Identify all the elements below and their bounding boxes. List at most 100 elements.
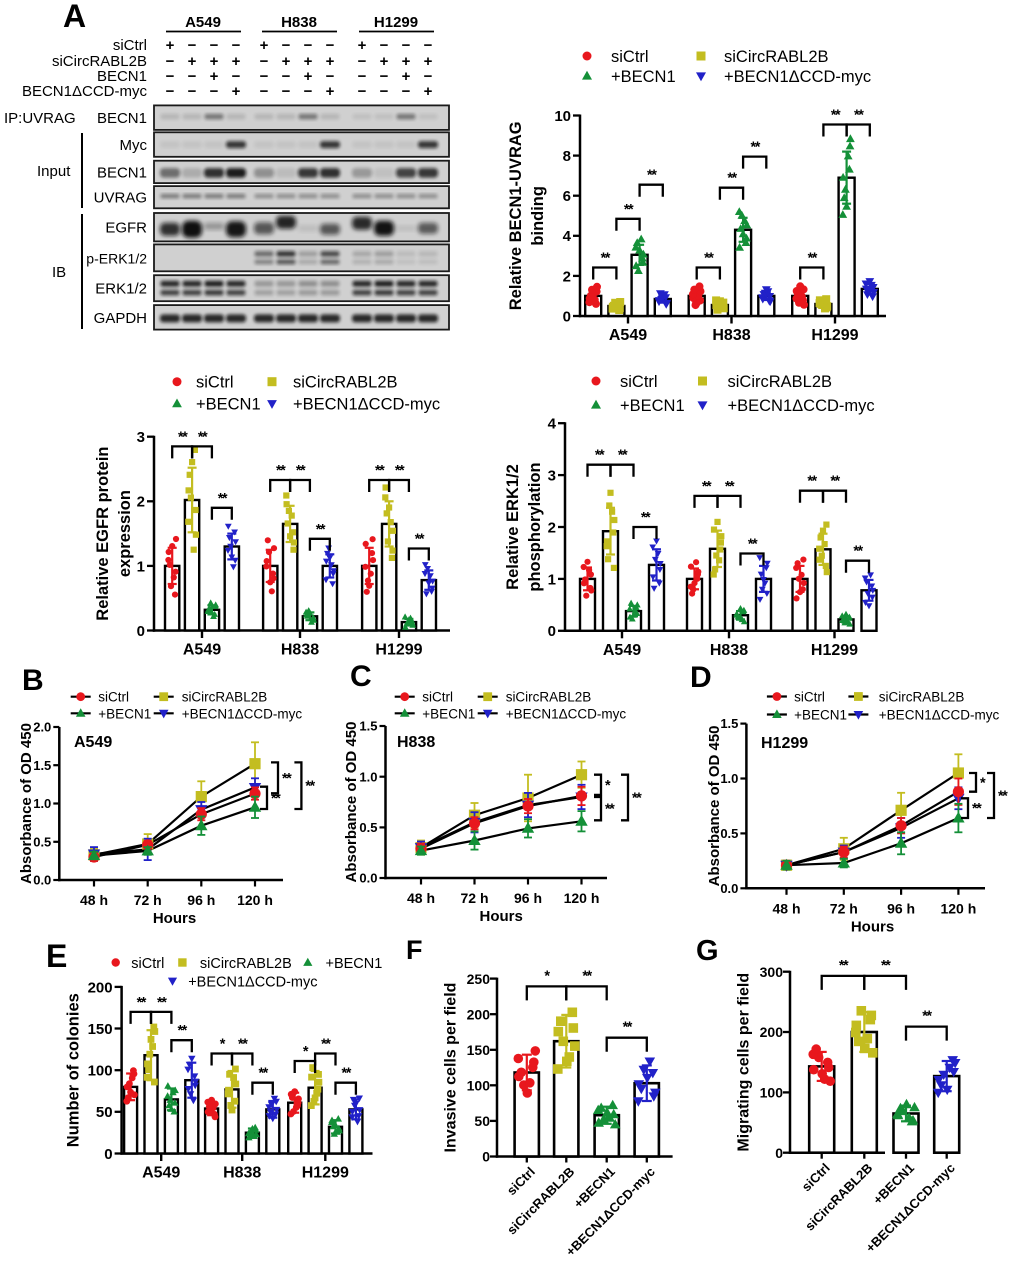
svg-text:Hours: Hours	[153, 910, 196, 927]
svg-text:Migrating cells per field: Migrating cells per field	[735, 973, 752, 1152]
svg-text:Relative ERK1/2: Relative ERK1/2	[504, 464, 522, 590]
svg-text:**: **	[316, 522, 326, 538]
svg-text:siCircRABL2B: siCircRABL2B	[879, 690, 965, 705]
svg-text:+BECN1ΔCCD-myc: +BECN1ΔCCD-myc	[724, 68, 871, 86]
svg-text:200: 200	[760, 1024, 784, 1040]
svg-text:−: −	[166, 53, 175, 70]
svg-text:D: D	[690, 661, 712, 694]
svg-text:EGFR: EGFR	[105, 220, 147, 237]
svg-text:**: **	[632, 791, 642, 807]
svg-text:p-ERK1/2: p-ERK1/2	[86, 250, 147, 266]
svg-text:**: **	[271, 791, 281, 807]
svg-text:−: −	[260, 83, 269, 100]
svg-text:+BECN1ΔCCD-myc: +BECN1ΔCCD-myc	[293, 396, 440, 414]
svg-text:96 h: 96 h	[887, 900, 915, 916]
svg-text:H838: H838	[223, 1165, 261, 1182]
svg-text:Number of colonies: Number of colonies	[64, 993, 82, 1147]
svg-text:**: **	[137, 995, 147, 1011]
svg-text:phosphorylation: phosphorylation	[526, 462, 544, 591]
svg-text:50: 50	[96, 1104, 113, 1121]
svg-text:1: 1	[137, 558, 145, 575]
svg-text:**: **	[748, 537, 758, 553]
svg-text:**: **	[854, 108, 864, 124]
svg-text:−: −	[282, 68, 291, 85]
svg-text:A549: A549	[609, 327, 647, 344]
svg-text:A549: A549	[74, 734, 112, 751]
svg-text:+: +	[232, 83, 241, 100]
svg-text:**: **	[321, 1037, 331, 1053]
svg-text:+: +	[424, 53, 433, 70]
svg-text:H1299: H1299	[302, 1165, 349, 1182]
svg-text:siCtrl: siCtrl	[794, 690, 825, 705]
svg-text:−: −	[326, 37, 335, 54]
svg-text:−: −	[210, 83, 219, 100]
svg-text:*: *	[303, 1044, 309, 1060]
svg-text:Absorbance of OD 450: Absorbance of OD 450	[343, 722, 360, 883]
svg-text:**: **	[702, 479, 712, 495]
svg-text:**: **	[618, 448, 628, 464]
svg-text:**: **	[831, 108, 841, 124]
svg-text:**: **	[972, 801, 982, 817]
svg-text:100: 100	[760, 1085, 784, 1101]
svg-text:+: +	[402, 53, 411, 70]
svg-text:**: **	[624, 202, 634, 218]
svg-text:200: 200	[467, 1006, 491, 1022]
svg-text:+: +	[326, 53, 335, 70]
svg-text:+: +	[260, 37, 269, 54]
svg-text:−: −	[232, 68, 241, 85]
svg-text:+BECN1: +BECN1	[422, 706, 475, 721]
svg-text:+: +	[326, 83, 335, 100]
svg-text:H838: H838	[281, 642, 319, 659]
svg-text:ERK1/2: ERK1/2	[95, 281, 147, 298]
svg-text:Input: Input	[37, 163, 71, 180]
svg-text:150: 150	[467, 1042, 491, 1058]
svg-text:**: **	[218, 491, 228, 507]
svg-text:**: **	[605, 802, 615, 818]
svg-text:**: **	[647, 168, 657, 184]
svg-text:0: 0	[482, 1149, 490, 1165]
svg-text:+BECN1ΔCCD-myc: +BECN1ΔCCD-myc	[182, 706, 303, 721]
svg-text:siCircRABL2B: siCircRABL2B	[182, 690, 268, 705]
svg-text:**: **	[853, 544, 863, 560]
svg-text:3: 3	[137, 429, 145, 446]
svg-text:−: −	[166, 68, 175, 85]
svg-text:4: 4	[563, 228, 572, 245]
svg-text:**: **	[881, 958, 891, 974]
svg-text:0.5: 0.5	[720, 826, 738, 841]
svg-text:Absorbance of OD 450: Absorbance of OD 450	[18, 723, 35, 884]
svg-text:siCtrl: siCtrl	[611, 48, 649, 66]
svg-text:+BECN1: +BECN1	[611, 68, 676, 86]
svg-text:96 h: 96 h	[514, 890, 542, 906]
svg-text:200: 200	[88, 979, 113, 996]
svg-text:1.5: 1.5	[33, 758, 51, 773]
svg-text:siCircRABL2B: siCircRABL2B	[724, 48, 829, 66]
svg-text:**: **	[157, 995, 167, 1011]
svg-text:6: 6	[563, 188, 571, 205]
svg-text:siCtrl: siCtrl	[98, 690, 129, 705]
svg-text:+BECN1: +BECN1	[196, 396, 261, 414]
svg-text:−: −	[188, 83, 197, 100]
svg-text:96 h: 96 h	[187, 892, 215, 908]
svg-text:−: −	[358, 83, 367, 100]
svg-text:10: 10	[554, 108, 571, 125]
svg-text:H1299: H1299	[761, 735, 808, 752]
svg-text:+: +	[188, 53, 197, 70]
svg-text:siCtrl: siCtrl	[620, 373, 658, 391]
svg-text:−: −	[304, 37, 313, 54]
svg-text:siCircRABL2B: siCircRABL2B	[506, 690, 592, 705]
svg-text:A549: A549	[185, 14, 221, 31]
svg-text:binding: binding	[529, 186, 547, 246]
svg-text:+BECN1: +BECN1	[98, 706, 151, 721]
svg-text:**: **	[415, 532, 425, 548]
svg-text:Relative EGFR protein: Relative EGFR protein	[94, 446, 112, 620]
svg-text:IP:UVRAG: IP:UVRAG	[4, 110, 76, 127]
svg-text:**: **	[276, 463, 286, 479]
svg-text:72 h: 72 h	[134, 892, 162, 908]
svg-text:+: +	[282, 53, 291, 70]
svg-text:**: **	[998, 789, 1008, 805]
svg-text:siCtrl: siCtrl	[196, 374, 234, 392]
svg-text:−: −	[260, 53, 269, 70]
svg-text:G: G	[696, 935, 719, 967]
svg-text:siCtrl: siCtrl	[504, 1164, 538, 1198]
svg-text:BECN1: BECN1	[97, 164, 147, 181]
